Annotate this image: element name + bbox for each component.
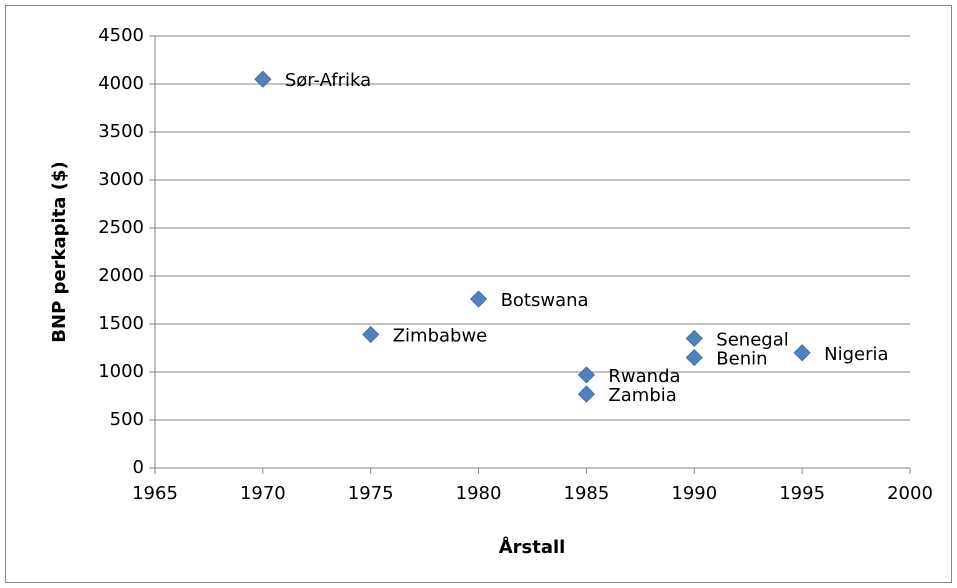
point-label: Zimbabwe	[393, 326, 488, 347]
y-tick-label: 1000	[98, 361, 144, 382]
y-tick-label: 4500	[98, 25, 144, 46]
x-tick-label: 1980	[456, 483, 502, 504]
point	[577, 366, 595, 384]
point-label: Rwanda	[608, 366, 680, 387]
y-tick-label: 3000	[98, 169, 144, 190]
y-tick-label: 2500	[98, 217, 144, 238]
point	[254, 70, 272, 88]
x-tick-label: 1970	[240, 483, 286, 504]
y-tick-label: 2000	[98, 265, 144, 286]
y-tick-label: 1500	[98, 313, 144, 334]
x-tick-label: 1990	[671, 483, 717, 504]
x-tick-label: 1975	[348, 483, 394, 504]
x-tick-label: 2000	[887, 483, 933, 504]
point-label: Botswana	[501, 290, 589, 311]
point	[577, 385, 595, 403]
point-label: Sør-Afrika	[285, 70, 371, 91]
y-tick-label: 3500	[98, 121, 144, 142]
y-tick-label: 4000	[98, 73, 144, 94]
y-tick-label: 0	[133, 457, 144, 478]
point-label: Benin	[716, 349, 767, 370]
x-tick-label: 1985	[564, 483, 610, 504]
point	[470, 290, 488, 308]
y-tick-label: 500	[110, 409, 144, 430]
point-label: Zambia	[608, 385, 676, 406]
x-tick-label: 1965	[132, 483, 178, 504]
point	[362, 325, 380, 344]
point	[685, 349, 703, 367]
x-tick-label: 1995	[779, 483, 825, 504]
y-axis-title: BNP perkapita ($)	[49, 161, 70, 342]
point	[685, 329, 703, 347]
x-axis-title: Årstall	[499, 535, 566, 558]
point	[793, 344, 811, 362]
point-label: Nigeria	[824, 344, 888, 365]
point-label: Senegal	[716, 329, 788, 350]
